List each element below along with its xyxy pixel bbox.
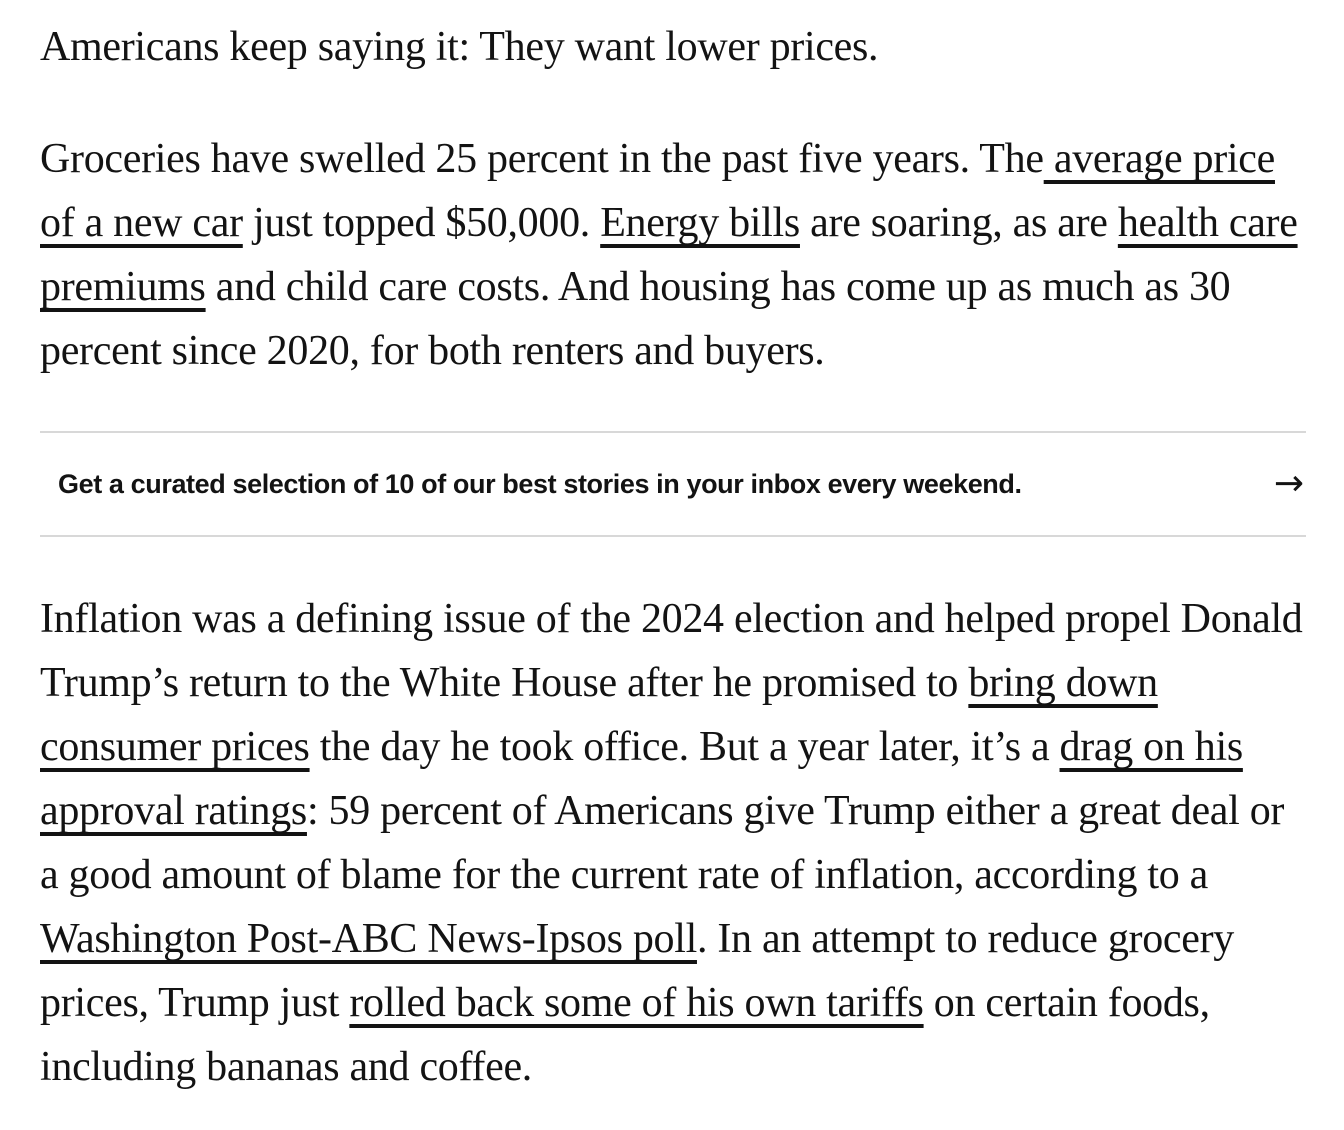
article-body: Americans keep saying it: They want lowe… — [40, 15, 1306, 1099]
text-run: . In an attempt to reduce grocery prices… — [40, 916, 1234, 1026]
text-run: Inflation was a defining issue of the 20… — [40, 596, 1303, 706]
text-run: and child care costs. And housing has co… — [40, 264, 1231, 374]
link-energy-bills[interactable]: Energy bills — [600, 200, 800, 246]
newsletter-promo-label: Get a curated selection of 10 of our bes… — [58, 469, 1022, 499]
link-rolled-back-tariffs[interactable]: rolled back some of his own tariffs — [349, 980, 924, 1026]
paragraph-intro: Americans keep saying it: They want lowe… — [40, 15, 1306, 79]
newsletter-promo-banner[interactable]: Get a curated selection of 10 of our bes… — [40, 431, 1306, 537]
text-run: on certain foods, including bananas and … — [40, 980, 1210, 1090]
link-post-abc-ipsos-poll[interactable]: Washington Post-ABC News-Ipsos poll — [40, 916, 697, 962]
link-drag-on-approval-ratings[interactable]: drag on his approval ratings — [40, 724, 1243, 834]
link-bring-down-consumer-prices[interactable]: bring down consumer prices — [40, 660, 1158, 770]
text-run: are soaring, as are — [799, 200, 1118, 246]
text-run: the day he took office. But a year later… — [309, 724, 1060, 770]
text-run: just topped $50,000. — [242, 200, 601, 246]
right-arrow-icon[interactable]: → — [1273, 463, 1304, 504]
link-average-price-of-a-new-car[interactable]: average price of a new car — [40, 136, 1275, 246]
text-run: Americans keep saying it: They want lowe… — [40, 24, 879, 70]
text-run: Groceries have swelled 25 percent in the… — [40, 136, 1044, 182]
link-health-care-premiums[interactable]: health care premiums — [40, 200, 1298, 310]
paragraph-prices: Groceries have swelled 25 percent in the… — [40, 127, 1306, 383]
text-run: : 59 percent of Americans give Trump eit… — [40, 788, 1285, 898]
paragraph-inflation: Inflation was a defining issue of the 20… — [40, 587, 1306, 1099]
